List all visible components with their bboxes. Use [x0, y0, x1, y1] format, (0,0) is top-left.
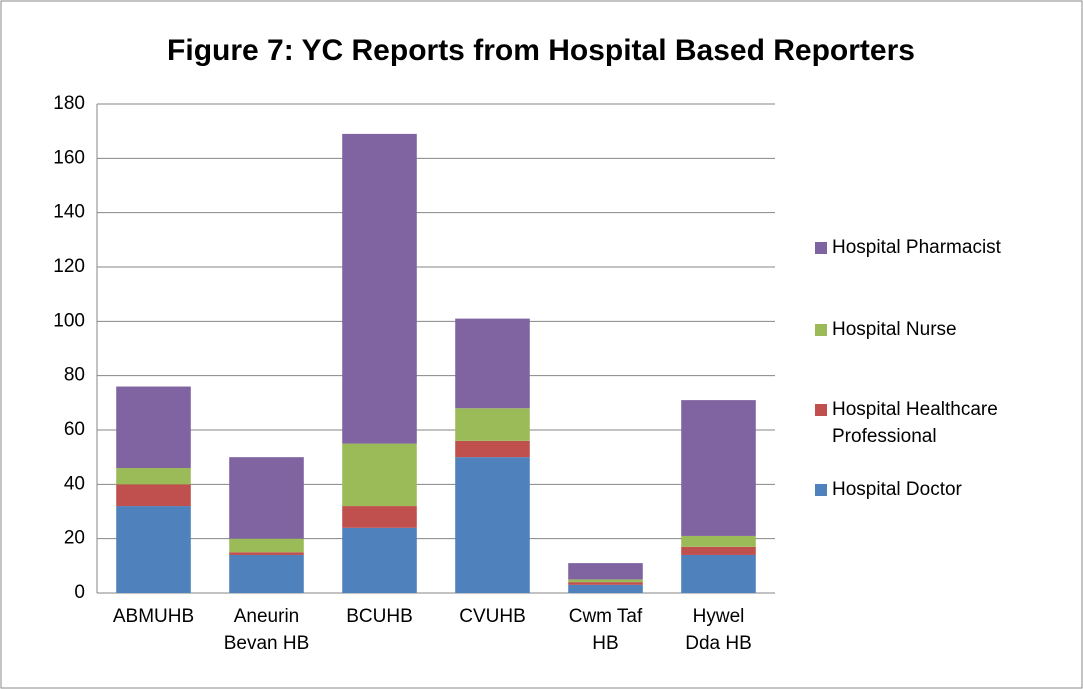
- legend-swatch: [815, 404, 827, 416]
- x-tick-label: Cwm Taf HB: [568, 606, 643, 654]
- legend-swatch: [815, 242, 827, 254]
- x-tick-label: Hywel Dda HB: [685, 606, 752, 654]
- bar-segment: [116, 468, 191, 485]
- y-tick-label: 100: [53, 310, 85, 331]
- bar-segment: [568, 582, 643, 585]
- bar-segment: [455, 318, 530, 409]
- chart-title: Figure 7: YC Reports from Hospital Based…: [167, 34, 915, 67]
- bar-segment: [455, 440, 530, 458]
- y-tick-label: 160: [53, 147, 85, 168]
- legend-label: Hospital Nurse: [832, 319, 957, 340]
- bar-segment: [342, 506, 417, 528]
- bar-segment: [342, 443, 417, 507]
- bar-segment: [116, 506, 191, 593]
- y-tick-label: 40: [64, 473, 85, 494]
- y-tick-label: 180: [53, 93, 85, 114]
- bar-segment: [455, 457, 530, 593]
- bar-segment: [568, 584, 643, 593]
- bar-segment: [229, 552, 304, 555]
- bar-segment: [116, 386, 191, 469]
- x-tick-label: Aneurin Bevan HB: [223, 606, 310, 654]
- bar-segment: [681, 535, 756, 547]
- bar-segment: [681, 546, 756, 555]
- y-tick-label: 0: [74, 582, 85, 603]
- bar-segment: [568, 579, 643, 583]
- x-tick-label: BCUHB: [346, 606, 413, 627]
- bar-segment: [681, 400, 756, 536]
- bar-segment: [229, 538, 304, 553]
- legend-label: Hospital Doctor: [832, 479, 962, 500]
- bar-segment: [229, 457, 304, 539]
- y-tick-label: 60: [64, 419, 85, 440]
- legend-label: Hospital Healthcare Professional: [832, 399, 998, 447]
- legend-label: Hospital Pharmacist: [832, 237, 1001, 258]
- y-tick-label: 140: [53, 202, 85, 223]
- x-tick-label: CVUHB: [459, 606, 526, 627]
- bar-segment: [568, 563, 643, 580]
- bar-segment: [116, 484, 191, 507]
- y-tick-label: 20: [64, 528, 85, 549]
- bar-segment: [681, 554, 756, 593]
- bar-segment: [229, 554, 304, 593]
- y-tick-label: 80: [64, 365, 85, 386]
- legend-swatch: [815, 324, 827, 336]
- legend-swatch: [815, 484, 827, 496]
- bar-segment: [342, 527, 417, 593]
- bar-segment: [342, 133, 417, 444]
- x-tick-label: ABMUHB: [112, 606, 195, 627]
- bar-segment: [455, 408, 530, 441]
- y-tick-label: 120: [53, 256, 85, 277]
